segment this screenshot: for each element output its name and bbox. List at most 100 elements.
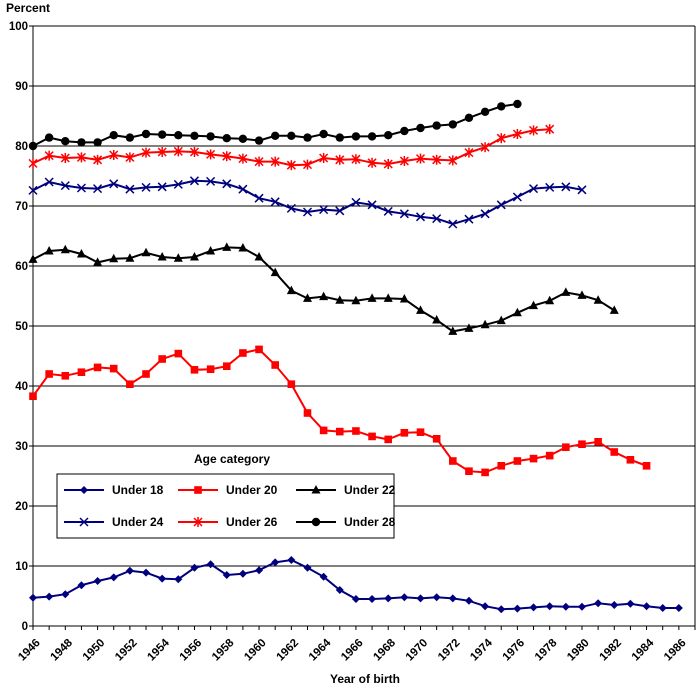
data-point — [448, 120, 458, 129]
data-point — [302, 207, 313, 217]
data-point — [270, 197, 280, 207]
data-point — [464, 596, 473, 605]
legend-label: Under 22 — [344, 483, 396, 497]
legend-item: Under 28 — [296, 515, 396, 529]
data-point — [432, 593, 441, 602]
data-point — [496, 200, 506, 210]
data-point — [319, 426, 328, 435]
data-point — [384, 435, 393, 444]
data-point — [449, 457, 457, 465]
data-point — [141, 129, 151, 139]
legend-label: Under 28 — [344, 515, 396, 529]
data-point — [367, 200, 377, 210]
legend-label: Under 26 — [226, 515, 278, 529]
data-point — [109, 131, 118, 140]
data-point — [497, 605, 506, 614]
y-tick-label: 0 — [22, 621, 28, 633]
series-under-28 — [28, 99, 522, 151]
data-point — [174, 131, 183, 140]
data-point — [77, 581, 86, 590]
data-point — [125, 184, 135, 194]
data-point — [335, 586, 344, 594]
data-point — [384, 594, 393, 603]
data-point — [270, 156, 280, 167]
data-point — [448, 326, 458, 335]
data-point — [383, 293, 393, 302]
data-point — [529, 603, 538, 612]
data-point — [254, 252, 264, 261]
legend-marker — [80, 486, 88, 494]
data-point — [367, 293, 377, 302]
data-point — [674, 604, 683, 612]
legend-marker — [311, 485, 321, 494]
data-point — [594, 599, 603, 608]
legend-marker — [311, 517, 321, 527]
data-point — [642, 462, 651, 470]
data-point — [222, 362, 231, 370]
data-point — [415, 212, 426, 222]
data-point — [255, 345, 263, 354]
data-point — [577, 185, 587, 195]
x-tick-label: 1966 — [339, 637, 366, 664]
data-point — [594, 438, 602, 446]
legend-item: Under 20 — [178, 483, 278, 497]
data-point — [286, 160, 296, 171]
data-point — [189, 176, 199, 186]
data-point — [513, 457, 522, 465]
data-point — [416, 594, 425, 603]
data-point — [335, 206, 345, 216]
data-point — [642, 602, 651, 611]
data-point — [109, 179, 119, 189]
data-point — [465, 467, 473, 475]
data-point — [238, 569, 247, 578]
data-point — [464, 323, 474, 332]
data-point — [190, 131, 199, 140]
data-point — [270, 131, 280, 140]
legend-label: Under 24 — [112, 515, 164, 529]
data-point — [206, 176, 216, 186]
data-point — [157, 130, 167, 139]
data-point — [29, 593, 37, 602]
data-point — [480, 142, 490, 153]
data-point — [448, 155, 458, 166]
data-point — [480, 107, 490, 117]
data-point — [60, 153, 70, 163]
data-point — [383, 159, 393, 169]
x-axis-title: Year of birth — [330, 672, 400, 686]
data-point — [497, 102, 506, 111]
data-point — [415, 153, 426, 164]
data-point — [512, 307, 522, 317]
data-point — [593, 295, 603, 304]
data-point — [109, 573, 118, 582]
data-point — [61, 372, 70, 380]
x-tick-label: 1984 — [630, 637, 657, 664]
data-point — [190, 366, 199, 374]
data-point — [351, 295, 361, 305]
data-point — [93, 257, 103, 266]
series-under-20 — [29, 345, 651, 477]
data-point — [158, 355, 166, 363]
data-point — [319, 129, 328, 139]
data-point — [44, 177, 54, 187]
data-point — [561, 602, 570, 611]
data-point — [109, 364, 118, 373]
data-point — [45, 370, 53, 378]
data-point — [351, 197, 361, 207]
x-tick-label: 1968 — [371, 637, 398, 664]
data-point — [545, 451, 554, 460]
x-tick-label: 1956 — [178, 637, 205, 664]
data-point — [512, 129, 522, 139]
data-point — [367, 157, 377, 168]
y-tick-label: 20 — [15, 501, 28, 513]
data-point — [561, 182, 571, 192]
x-tick-label: 1976 — [501, 637, 528, 664]
x-tick-label: 1982 — [597, 637, 624, 664]
data-point — [367, 132, 377, 141]
data-point — [303, 409, 312, 417]
legend-item: Under 22 — [296, 483, 396, 497]
data-point — [157, 182, 167, 192]
data-point — [610, 448, 619, 456]
data-point — [464, 214, 474, 224]
data-point — [29, 392, 37, 400]
legend-label: Under 20 — [226, 483, 278, 497]
